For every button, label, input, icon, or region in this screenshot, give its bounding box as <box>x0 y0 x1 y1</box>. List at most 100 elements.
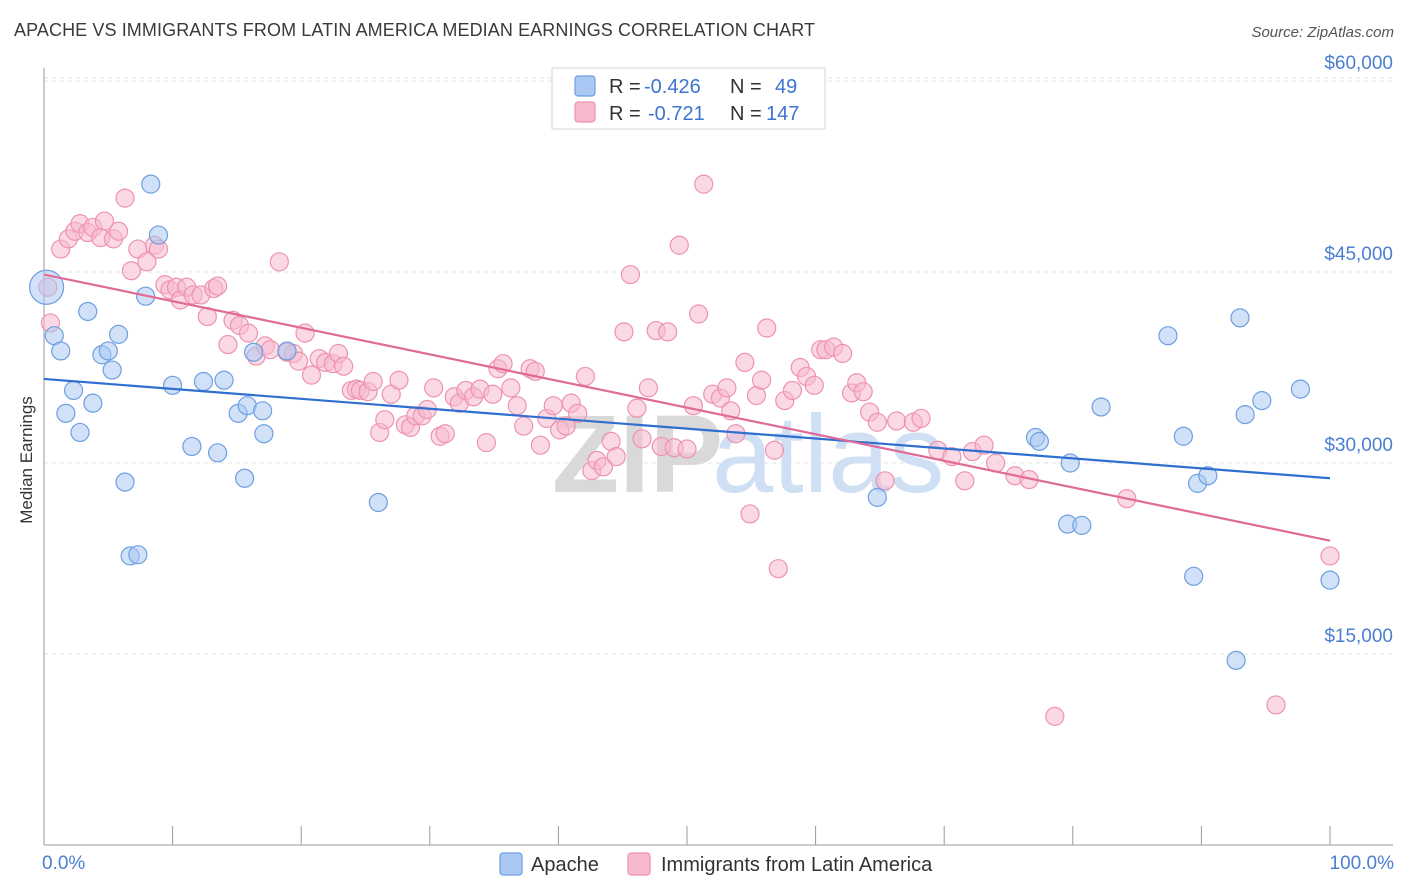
y-tick-label-2: $45,000 <box>1324 244 1393 265</box>
apache-point-48 <box>1320 570 1340 590</box>
latin-point-72 <box>501 378 521 398</box>
bottom-legend-swatch-latin <box>627 852 651 876</box>
latin-point-124 <box>833 343 853 364</box>
apache-point-22 <box>214 370 234 390</box>
apache-point-0 <box>28 269 65 305</box>
latin-point-114 <box>764 440 785 460</box>
latin-point-144 <box>1266 695 1286 715</box>
latin-point-12 <box>115 188 135 208</box>
apache-point-12 <box>115 472 135 492</box>
apache-point-20 <box>193 371 214 392</box>
apache-point-38 <box>1158 326 1178 346</box>
bottom-legend-label-apache: Apache <box>531 854 599 876</box>
apache-point-19 <box>182 436 202 457</box>
legend-r-label-apache: R = <box>609 76 641 98</box>
apache-point-4 <box>63 380 84 401</box>
legend-n-value-apache: 49 <box>775 76 797 98</box>
legend-r-value-latin: -0.721 <box>648 103 705 125</box>
apache-point-11 <box>108 324 129 344</box>
legend-box <box>551 67 826 130</box>
y-tick-label-0: $15,000 <box>1324 626 1393 647</box>
apache-point-36 <box>1072 515 1092 535</box>
latin-point-52 <box>375 410 395 430</box>
legend: R = -0.426 N = 49 R = -0.721 N = 147 <box>551 67 826 130</box>
latin-point-127 <box>853 382 873 402</box>
latin-point-106 <box>717 378 737 398</box>
latin-point-73 <box>507 396 527 416</box>
watermark-atlas: atlas <box>712 393 944 516</box>
latin-point-109 <box>735 352 755 373</box>
apache-point-29 <box>277 341 297 361</box>
latin-trend-line <box>43 273 1331 542</box>
apache-point-31 <box>867 487 887 507</box>
latin-point-31 <box>238 323 259 343</box>
apache-point-28 <box>254 424 274 444</box>
latin-point-62 <box>435 424 455 444</box>
latin-point-97 <box>658 322 678 342</box>
latin-point-9 <box>94 211 115 231</box>
apache-point-30 <box>368 492 388 513</box>
apache-point-17 <box>148 225 169 245</box>
latin-point-103 <box>694 174 714 194</box>
latin-point-40 <box>301 365 322 385</box>
apache-point-42 <box>1198 466 1218 486</box>
latin-point-81 <box>556 416 576 436</box>
apache-point-16 <box>141 174 161 194</box>
latin-point-54 <box>389 370 409 390</box>
apache-point-18 <box>163 375 183 395</box>
bottom-legend-label-latin: Immigrants from Latin America <box>661 854 933 876</box>
chart-source: Source: ZipAtlas.com <box>1251 24 1394 41</box>
latin-america-points <box>38 174 1340 726</box>
legend-n-label-apache: N = <box>730 76 762 98</box>
x-ticks <box>43 826 1331 845</box>
x-tick-label-min: 0.0% <box>42 853 85 874</box>
latin-point-93 <box>632 429 652 449</box>
apache-point-7 <box>83 393 103 413</box>
latin-point-77 <box>530 435 550 455</box>
latin-point-91 <box>620 264 641 285</box>
apache-point-10 <box>102 360 122 380</box>
latin-point-13 <box>121 261 142 281</box>
legend-n-label-latin: N = <box>730 103 762 125</box>
latin-point-83 <box>568 403 588 423</box>
apache-point-27 <box>253 401 273 421</box>
latin-point-110 <box>740 504 760 524</box>
latin-point-115 <box>768 559 788 579</box>
x-tick-label-max: 100.0% <box>1330 853 1395 874</box>
latin-point-90 <box>614 322 634 342</box>
apache-point-37 <box>1091 397 1111 417</box>
latin-point-101 <box>683 396 704 416</box>
latin-point-35 <box>269 252 289 272</box>
latin-point-34 <box>260 340 280 360</box>
latin-point-94 <box>638 378 659 398</box>
latin-point-84 <box>575 366 596 387</box>
latin-point-99 <box>669 235 689 255</box>
latin-point-129 <box>867 412 887 432</box>
y-tick-label-1: $30,000 <box>1324 435 1393 456</box>
latin-point-138 <box>974 435 994 455</box>
apache-point-5 <box>70 422 90 443</box>
apache-trend-line <box>43 377 1331 480</box>
latin-point-45 <box>334 356 354 376</box>
trend-lines <box>43 273 1331 542</box>
apache-point-40 <box>1184 566 1204 586</box>
y-tick-labels: $15,000 $30,000 $45,000 $60,000 <box>1324 53 1393 647</box>
chart-title: APACHE VS IMMIGRANTS FROM LATIN AMERICA … <box>14 20 816 40</box>
legend-r-label-latin: R = <box>609 103 641 125</box>
latin-point-68 <box>476 433 496 453</box>
apache-point-44 <box>1230 308 1250 328</box>
apache-point-6 <box>78 301 98 322</box>
latin-point-131 <box>887 411 907 431</box>
legend-r-value-apache: -0.426 <box>644 76 701 98</box>
apache-point-9 <box>98 341 118 361</box>
latin-point-113 <box>757 318 777 338</box>
latin-point-92 <box>627 398 647 418</box>
apache-point-47 <box>1290 379 1311 399</box>
latin-point-60 <box>424 378 444 398</box>
apache-point-45 <box>1235 405 1255 425</box>
y-axis-label: Median Earnings <box>17 396 36 524</box>
latin-point-102 <box>688 304 709 324</box>
latin-point-15 <box>137 252 157 272</box>
latin-point-142 <box>1045 706 1065 726</box>
